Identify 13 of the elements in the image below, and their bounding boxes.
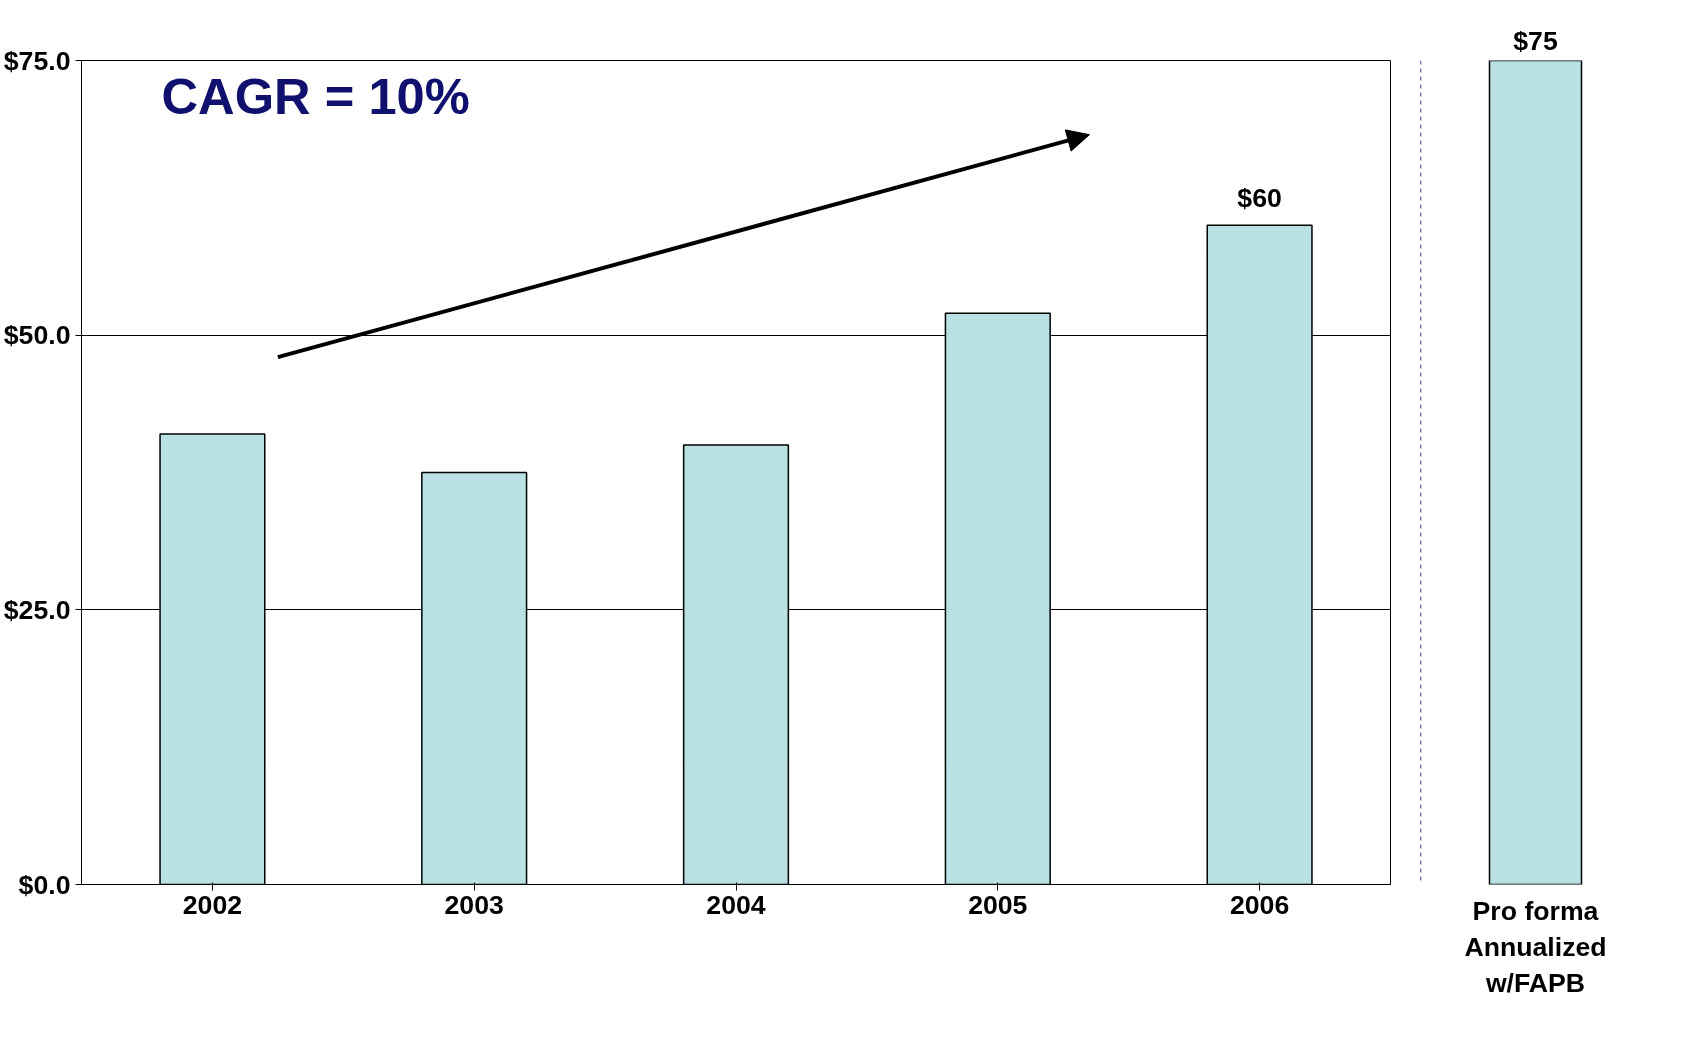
x-tick-label: 2003 (444, 889, 504, 920)
y-tick-label: $50.0 (3, 320, 71, 351)
x-tick-label: Pro forma Annualized w/FAPB (1464, 895, 1607, 998)
y-tick-label: $0.0 (18, 869, 71, 900)
y-tick-label: $75.0 (3, 45, 71, 76)
x-tick-label: 2005 (968, 889, 1028, 920)
annotation: CAGR = 10% (161, 67, 470, 125)
y-tick-label: $25.0 (3, 594, 71, 625)
data-label: $75 (1513, 25, 1558, 56)
x-tick-label: 2002 (182, 889, 243, 920)
x-tick-label: 2006 (1229, 889, 1290, 920)
x-tick-label: 2004 (706, 889, 766, 920)
data-label: $60 (1237, 183, 1282, 214)
